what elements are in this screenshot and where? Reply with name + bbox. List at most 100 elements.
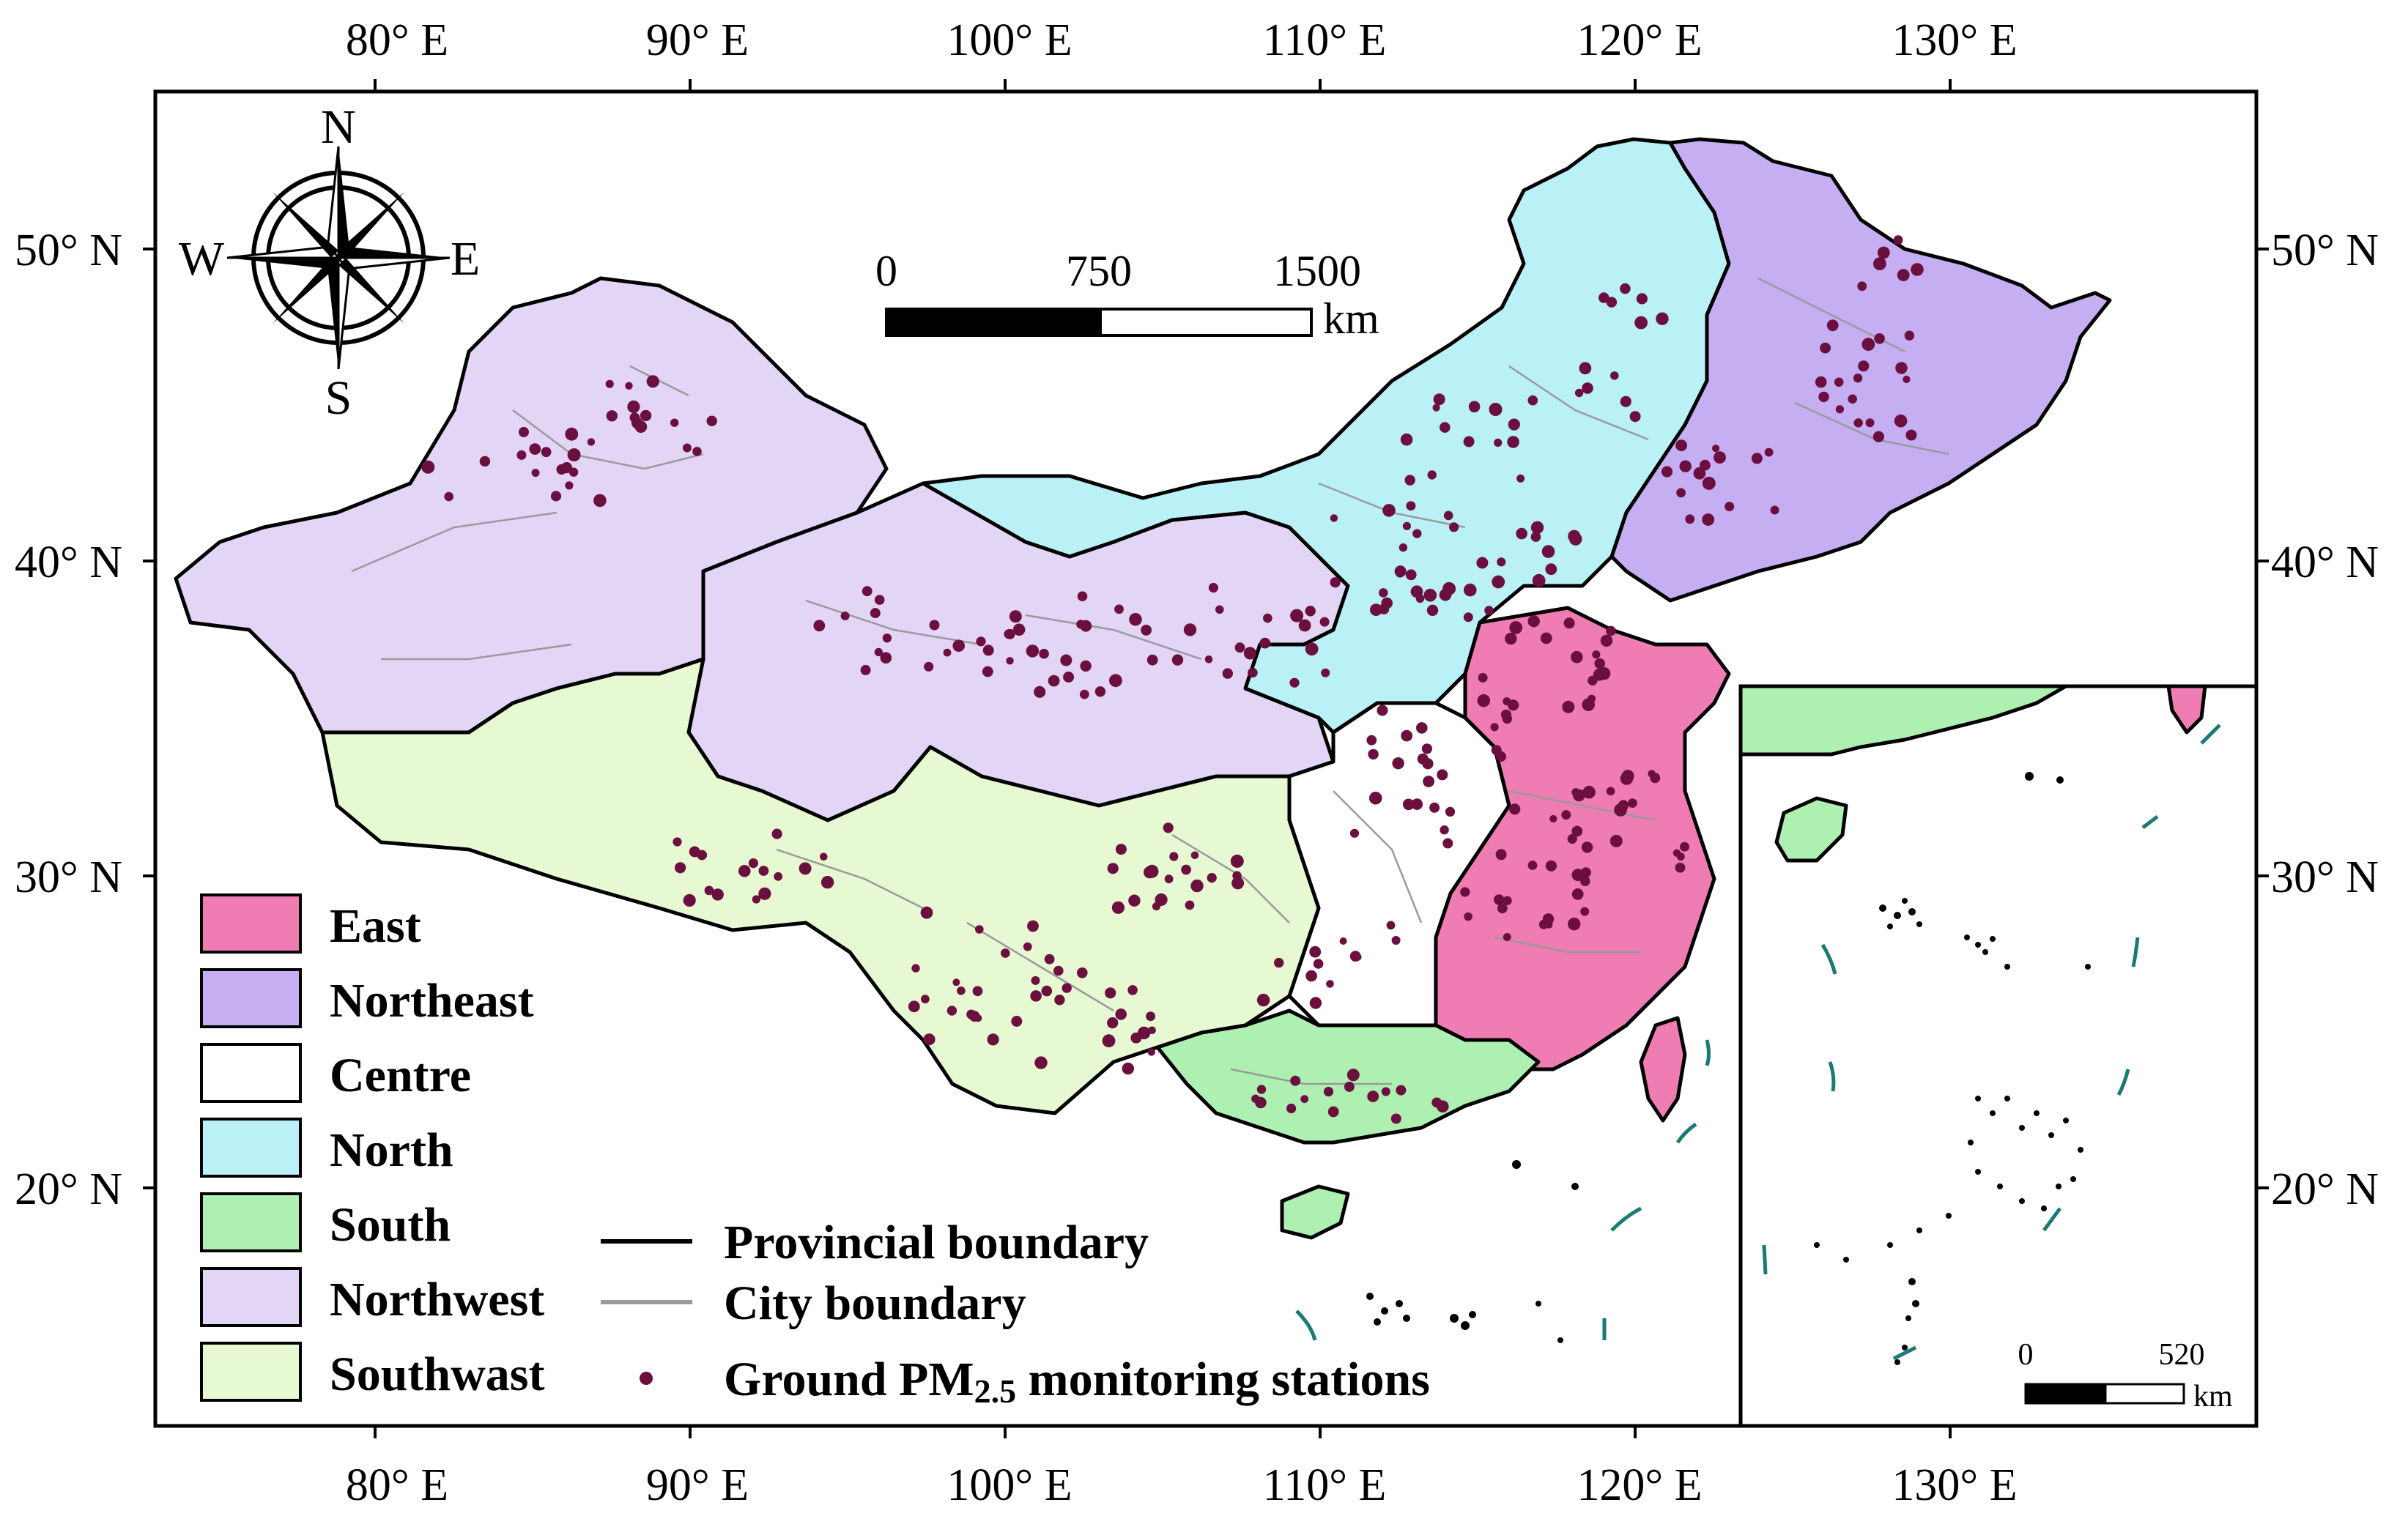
monitoring-station-dot xyxy=(565,427,579,441)
monitoring-station-dot xyxy=(1011,1016,1023,1027)
x-axis-labels-top: 80° E 90° E 100° E 110° E 120° E 130° E xyxy=(346,15,2018,65)
monitoring-station-dot xyxy=(1152,902,1161,911)
monitoring-station-dot xyxy=(605,379,614,388)
monitoring-station-dot xyxy=(1477,694,1491,707)
monitoring-station-dot xyxy=(874,647,883,657)
monitoring-station-dot xyxy=(1538,919,1549,929)
stations-label: Ground PM2.5 monitoring stations xyxy=(724,1353,1430,1410)
monitoring-station-dot xyxy=(1820,342,1831,354)
monitoring-station-dot xyxy=(1129,613,1142,626)
monitoring-station-dot xyxy=(1344,1081,1355,1092)
monitoring-station-dot xyxy=(1567,833,1577,844)
x-tick-label: 110° E xyxy=(1263,1460,1387,1510)
monitoring-station-dot xyxy=(1594,658,1605,669)
monitoring-station-dot xyxy=(1400,433,1413,446)
monitoring-station-dot xyxy=(957,986,966,995)
monitoring-station-dot xyxy=(1048,675,1060,687)
monitoring-station-dot xyxy=(1255,1096,1267,1109)
monitoring-station-dot xyxy=(1427,470,1437,480)
monitoring-station-dot xyxy=(1702,513,1715,526)
monitoring-station-dot xyxy=(1105,987,1116,999)
monitoring-station-dot xyxy=(1406,501,1416,511)
monitoring-station-dot xyxy=(1545,860,1557,872)
monitoring-station-dot xyxy=(1027,920,1039,932)
monitoring-station-dot xyxy=(1411,798,1423,810)
monitoring-station-dot xyxy=(1208,582,1218,593)
monitoring-station-dot xyxy=(640,409,652,422)
monitoring-station-dot xyxy=(1107,1017,1119,1029)
monitoring-station-dot xyxy=(625,382,633,390)
monitoring-station-dot xyxy=(758,887,771,900)
monitoring-station-dot xyxy=(1423,776,1434,787)
monitoring-station-dot xyxy=(673,837,682,847)
monitoring-station-dot xyxy=(880,652,892,664)
monitoring-station-dot xyxy=(1144,866,1156,879)
monitoring-station-dot xyxy=(1873,257,1886,270)
monitoring-station-dot xyxy=(1399,543,1408,552)
monitoring-station-dot xyxy=(1437,1100,1449,1113)
boundary-legend: Provincial boundary City boundary Ground… xyxy=(601,1216,1430,1410)
y-tick-label: 40° N xyxy=(2271,538,2379,587)
monitoring-station-dot xyxy=(1204,655,1213,664)
monitoring-station-dot xyxy=(1128,894,1141,907)
monitoring-station-dot xyxy=(952,639,965,652)
monitoring-station-dot xyxy=(1503,896,1512,905)
monitoring-station-dot xyxy=(1429,802,1440,813)
x-tick-label: 120° E xyxy=(1577,15,1702,65)
monitoring-station-dot xyxy=(1463,612,1473,623)
monitoring-station-dot xyxy=(1381,1087,1390,1096)
monitoring-station-dot xyxy=(1300,1095,1309,1104)
inset-hainan xyxy=(1774,796,1848,863)
monitoring-station-dot xyxy=(1309,997,1322,1009)
monitoring-station-dot xyxy=(1382,504,1396,517)
monitoring-station-dot xyxy=(1416,722,1428,734)
monitoring-station-dot xyxy=(1675,439,1688,452)
y-tick-label: 30° N xyxy=(2271,852,2379,902)
monitoring-station-dot xyxy=(1460,887,1470,897)
monitoring-station-dot xyxy=(975,925,984,934)
monitoring-station-dot xyxy=(1478,672,1488,683)
monitoring-station-dot xyxy=(1004,629,1014,639)
monitoring-station-dot xyxy=(1497,903,1508,914)
legend-swatch-northwest xyxy=(200,1267,302,1327)
monitoring-station-dot xyxy=(1094,686,1106,697)
island-markers xyxy=(1366,1160,1579,1343)
monitoring-station-dot xyxy=(1545,563,1557,576)
monitoring-station-dot xyxy=(1440,825,1449,835)
inset-south-coast xyxy=(1741,686,2068,757)
monitoring-station-dot xyxy=(774,872,783,881)
monitoring-station-dot xyxy=(1163,822,1174,833)
monitoring-station-dot xyxy=(1541,545,1555,558)
monitoring-station-dot xyxy=(1381,597,1393,609)
monitoring-station-dot xyxy=(1079,689,1089,699)
monitoring-station-dot xyxy=(1349,828,1360,838)
legend-swatch-centre xyxy=(200,1043,302,1103)
monitoring-station-dot xyxy=(1422,758,1434,770)
monitoring-station-dot xyxy=(1274,957,1284,968)
monitoring-station-dot xyxy=(972,986,983,997)
monitoring-station-dot xyxy=(479,456,491,467)
monitoring-station-dot xyxy=(921,995,930,1004)
monitoring-station-dot xyxy=(1190,851,1199,860)
monitoring-station-dot xyxy=(1401,729,1413,742)
monitoring-station-dot xyxy=(929,620,940,631)
monitoring-station-dot xyxy=(987,1033,999,1046)
region-legend: East Northeast Centre North South Northwest So… xyxy=(200,893,544,1402)
legend-swatch-east xyxy=(200,893,302,954)
legend-swatch-south xyxy=(200,1192,302,1252)
monitoring-station-dot xyxy=(1370,603,1382,616)
monitoring-station-dot xyxy=(1305,606,1316,617)
monitoring-station-dot xyxy=(1562,700,1575,713)
monitoring-station-dot xyxy=(1377,705,1388,716)
monitoring-station-dot xyxy=(799,862,812,875)
monitoring-station-dot xyxy=(1563,617,1575,629)
monitoring-station-dot xyxy=(1346,1069,1360,1082)
monitoring-station-dot xyxy=(966,1009,977,1019)
monitoring-station-dot xyxy=(1368,792,1382,805)
monitoring-station-dot xyxy=(1826,319,1839,332)
compass-south-label: S xyxy=(325,371,352,425)
x-tick-label: 90° E xyxy=(646,15,749,65)
monitoring-station-dot xyxy=(1114,604,1124,614)
inset-scale-label: 0 xyxy=(2018,1338,2034,1372)
monitoring-station-dot xyxy=(1445,806,1456,817)
